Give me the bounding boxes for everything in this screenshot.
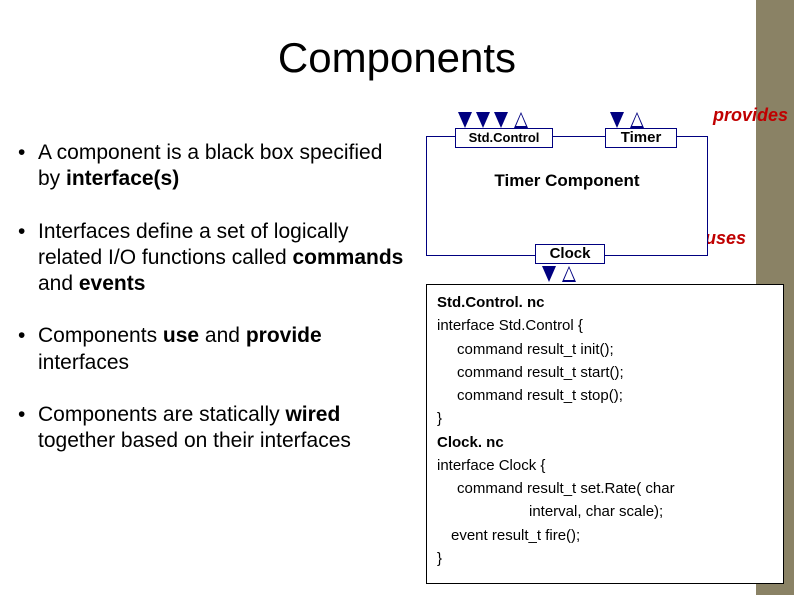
arrow-down-icon xyxy=(476,112,490,128)
timer-interface: Timer xyxy=(605,128,677,148)
code-l8: interface Clock { xyxy=(437,457,545,474)
code-l10: interval, char scale); xyxy=(437,500,773,523)
bullet-2-bold1: commands xyxy=(292,246,403,269)
arrow-down-icon xyxy=(542,266,556,282)
arrow-down-icon xyxy=(458,112,472,128)
code-l1: Std.Control. nc xyxy=(437,294,545,311)
bullet-3-pre: Components xyxy=(38,324,163,347)
bullet-4-pre: Components are statically xyxy=(38,403,285,426)
bullet-3-bold2: provide xyxy=(246,324,322,347)
code-l12: } xyxy=(437,550,442,567)
bullet-1: A component is a black box specified by … xyxy=(18,140,408,193)
arrow-down-icon xyxy=(494,112,508,128)
bullet-3-mid: and xyxy=(199,324,246,347)
arrow-down-icon xyxy=(610,112,624,128)
uses-label: uses xyxy=(705,228,746,249)
code-l9: command result_t set.Rate( char xyxy=(437,477,773,500)
bullet-3: Components use and provide interfaces xyxy=(18,323,408,376)
code-l2: interface Std.Control { xyxy=(437,317,583,334)
timer-component-label: Timer Component xyxy=(427,171,707,191)
code-l7: Clock. nc xyxy=(437,434,504,451)
slide-title: Components xyxy=(0,34,794,82)
arrow-up-icon xyxy=(514,112,528,128)
bullet-3-bold1: use xyxy=(163,324,199,347)
bullet-2-bold2: events xyxy=(79,272,146,295)
code-listing: Std.Control. nc interface Std.Control { … xyxy=(426,284,784,584)
bullet-1-bold: interface(s) xyxy=(66,167,179,190)
bullet-4-post: together based on their interfaces xyxy=(38,429,351,452)
clock-interface: Clock xyxy=(535,244,605,264)
code-l4: command result_t start(); xyxy=(437,361,773,384)
code-l11: event result_t fire(); xyxy=(437,524,773,547)
bullet-2: Interfaces define a set of logically rel… xyxy=(18,219,408,298)
bullet-3-post: interfaces xyxy=(38,351,129,374)
bullet-4-bold: wired xyxy=(285,403,340,426)
arrow-up-icon xyxy=(630,112,644,128)
stdcontrol-interface: Std.Control xyxy=(455,128,553,148)
code-l3: command result_t init(); xyxy=(437,338,773,361)
provides-label: provides xyxy=(713,105,788,126)
bullet-4: Components are statically wired together… xyxy=(18,402,408,455)
bullet-list: A component is a black box specified by … xyxy=(18,140,408,480)
bullet-2-mid: and xyxy=(38,272,79,295)
code-l6: } xyxy=(437,410,442,427)
code-l5: command result_t stop(); xyxy=(437,384,773,407)
timer-component-box: Std.Control Timer Timer Component Clock xyxy=(426,136,708,256)
arrow-up-icon xyxy=(562,266,576,282)
